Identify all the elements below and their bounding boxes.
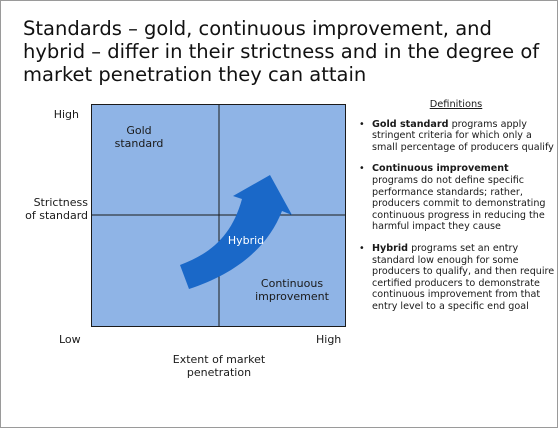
hybrid-arrow-shape	[180, 175, 292, 289]
slide-title: Standards – gold, continuous improvement…	[23, 17, 540, 86]
x-axis-title-line2: penetration	[186, 366, 252, 379]
gold-standard-label: Gold standard	[109, 124, 169, 150]
continuous-improvement-label: Continuous improvement	[247, 277, 337, 303]
definition-term: Gold standard	[372, 118, 449, 130]
definitions-panel: Definitions • Gold standard programs app…	[356, 99, 556, 323]
strictness-penetration-matrix	[91, 104, 346, 327]
axis-low-label: Low	[59, 333, 81, 346]
y-axis-high-label: High	[53, 108, 79, 121]
bullet-icon: •	[359, 242, 365, 254]
continuous-label-line1: Continuous	[260, 277, 324, 290]
x-axis-title: Extent of market penetration	[149, 353, 289, 379]
bullet-icon: •	[359, 163, 365, 175]
hybrid-label: Hybrid	[227, 234, 265, 247]
y-axis-title-line1: Strictness	[33, 196, 88, 209]
definition-term: Continuous improvement	[372, 163, 509, 175]
definitions-heading: Definitions	[429, 99, 483, 110]
continuous-label-line2: improvement	[255, 290, 329, 303]
definition-text: programs apply stringent criteria for wh…	[372, 118, 554, 153]
y-axis-title-line2: of standard	[25, 209, 88, 222]
definition-gold-standard: • Gold standard programs apply stringent…	[356, 119, 556, 154]
gold-label-line1: Gold	[126, 124, 152, 137]
definition-text: programs set an entry standard low enoug…	[372, 242, 555, 312]
definition-text: programs do not define specific performa…	[372, 174, 546, 233]
definition-term: Hybrid	[372, 242, 409, 254]
x-axis-high-label: High	[316, 333, 342, 346]
definitions-list: • Gold standard programs apply stringent…	[356, 119, 556, 313]
matrix-graphic	[92, 105, 345, 326]
y-axis-title: Strictness of standard	[11, 196, 88, 222]
x-axis-title-line1: Extent of market	[172, 353, 266, 366]
definition-hybrid: • Hybrid programs set an entry standard …	[356, 243, 556, 313]
definition-continuous-improvement: • Continuous improvement programs do not…	[356, 163, 556, 233]
bullet-icon: •	[359, 118, 365, 130]
gold-label-line2: standard	[114, 137, 164, 150]
